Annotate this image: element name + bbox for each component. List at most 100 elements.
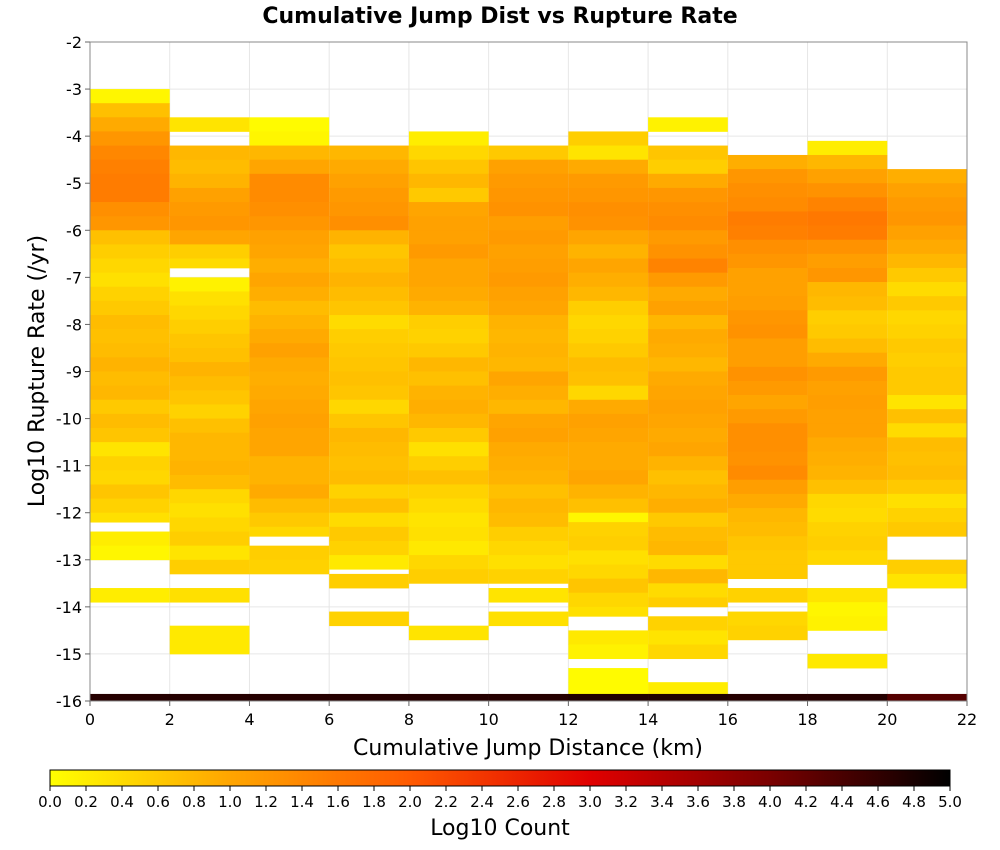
heatmap-cell	[807, 616, 888, 631]
heatmap-cell	[90, 693, 171, 701]
heatmap-cell	[648, 202, 728, 217]
heatmap-cell	[408, 230, 489, 245]
heatmap-cell	[488, 569, 569, 584]
heatmap-cell	[568, 244, 649, 259]
heatmap-cell	[568, 343, 649, 358]
heatmap-cell	[488, 526, 569, 542]
heatmap-cell	[249, 693, 330, 701]
heatmap-cell	[90, 244, 170, 259]
heatmap-cell	[90, 286, 170, 302]
heatmap-cell	[887, 324, 967, 339]
y-tick-label: -3	[66, 80, 82, 99]
heatmap-cell	[329, 145, 409, 161]
heatmap-cell	[488, 442, 569, 457]
heatmap-cell	[887, 282, 967, 297]
colorbar-tick-label: 4.8	[902, 793, 926, 811]
heatmap-cell	[727, 380, 808, 396]
heatmap-cell	[807, 602, 888, 617]
heatmap-cell	[329, 498, 409, 514]
colorbar-tick-label: 4.0	[758, 793, 782, 811]
heatmap-cell	[807, 324, 888, 339]
heatmap-cell	[408, 343, 489, 358]
heatmap-cell	[169, 489, 250, 504]
heatmap-cell	[329, 693, 410, 701]
heatmap-cell	[727, 611, 808, 627]
heatmap-cell	[648, 244, 728, 259]
colorbar-tick-label: 0.6	[146, 793, 170, 811]
heatmap-cell	[807, 225, 888, 241]
heatmap-cell	[807, 536, 888, 551]
heatmap-cell	[90, 145, 170, 161]
heatmap-cell	[648, 442, 728, 457]
heatmap-cell	[648, 286, 728, 302]
heatmap-cell	[488, 300, 569, 316]
heatmap-cell	[329, 399, 409, 415]
heatmap-cell	[90, 357, 170, 372]
heatmap-cell	[648, 526, 728, 542]
heatmap-cell	[329, 216, 409, 231]
heatmap-cell	[488, 329, 569, 344]
y-tick-label: -13	[56, 551, 82, 570]
heatmap-cell	[887, 693, 968, 701]
heatmap-cell	[807, 380, 888, 396]
heatmap-cell	[90, 159, 170, 175]
heatmap-cell	[90, 413, 170, 429]
heatmap-cell	[488, 427, 569, 443]
heatmap-cell	[408, 371, 489, 387]
y-axis-ticks: -2 -3 -4 -5 -6 -7 -8 -9 -10 -11 -12 -13 -14 -15 -16	[56, 33, 90, 711]
heatmap-cell	[568, 216, 649, 231]
heatmap-cell	[169, 145, 250, 161]
heatmap-cell	[249, 187, 330, 203]
heatmap-cell	[568, 357, 649, 372]
colorbar-tick-label: 4.6	[866, 793, 890, 811]
heatmap-cell	[249, 230, 330, 245]
heatmap-cell	[90, 272, 170, 288]
heatmap-cell	[329, 202, 409, 217]
heatmap-cell	[568, 258, 649, 274]
heatmap-cell	[488, 456, 569, 471]
heatmap-cell	[807, 211, 888, 226]
heatmap-cell	[568, 456, 649, 471]
heatmap-cell	[408, 286, 489, 302]
y-tick-label: -6	[66, 221, 82, 240]
heatmap-cell	[807, 253, 888, 269]
y-tick-label: -12	[56, 504, 82, 523]
heatmap-cell	[329, 427, 409, 443]
heatmap-cell	[807, 465, 888, 481]
heatmap-cell	[648, 272, 728, 288]
heatmap-cell	[568, 286, 649, 302]
heatmap-cell	[727, 395, 808, 410]
heatmap-cell	[807, 550, 888, 565]
heatmap-cell	[807, 267, 888, 283]
heatmap-cell	[90, 385, 170, 401]
x-tick-label: 10	[478, 710, 498, 729]
x-tick-label: 22	[957, 710, 977, 729]
heatmap-cell	[727, 154, 808, 170]
chart-title: Cumulative Jump Dist vs Rupture Rate	[262, 4, 737, 29]
heatmap-cell	[727, 451, 808, 467]
colorbar-tick-label: 3.6	[686, 793, 710, 811]
colorbar-tick-label: 2.8	[542, 793, 566, 811]
y-axis-label: Log10 Rupture Rate (/yr)	[25, 235, 50, 507]
heatmap-cell	[648, 413, 728, 429]
heatmap-cell	[408, 498, 489, 514]
heatmap-cell	[408, 413, 489, 429]
heatmap-cell	[727, 225, 808, 241]
heatmap-cell	[648, 644, 728, 660]
heatmap-cell	[727, 693, 808, 701]
heatmap-cell	[727, 625, 808, 641]
heatmap-cell	[648, 399, 728, 415]
heatmap-cell	[249, 385, 330, 401]
heatmap-cell	[887, 267, 967, 283]
heatmap-cell	[90, 512, 170, 523]
heatmap-cell	[408, 555, 489, 570]
heatmap-cell	[90, 202, 170, 217]
heatmap-cell	[329, 357, 409, 372]
heatmap-cell	[807, 282, 888, 297]
heatmap-cell	[488, 230, 569, 245]
heatmap-cell	[488, 202, 569, 217]
heatmap-cell	[568, 159, 649, 175]
y-tick-label: -2	[66, 33, 82, 52]
heatmap-cell	[568, 550, 649, 565]
y-tick-label: -7	[66, 268, 82, 287]
